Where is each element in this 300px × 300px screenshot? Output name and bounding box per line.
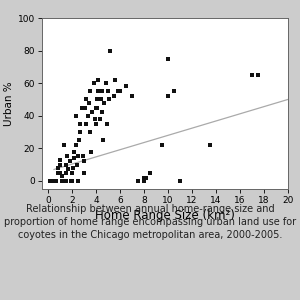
Point <box>49 178 54 183</box>
Point <box>64 170 68 175</box>
Point <box>142 175 146 180</box>
Point <box>54 178 59 183</box>
Point <box>71 165 76 170</box>
Point <box>73 142 78 147</box>
Point <box>76 178 80 183</box>
Point <box>124 84 128 89</box>
Point <box>79 105 84 110</box>
X-axis label: Home Range Size (km²): Home Range Size (km²) <box>95 209 235 222</box>
Point <box>94 122 98 126</box>
Point <box>92 117 97 122</box>
Point <box>103 81 108 85</box>
Point <box>98 97 103 102</box>
Point <box>96 89 101 94</box>
Point <box>166 94 170 99</box>
Point <box>90 110 95 115</box>
Point <box>256 73 260 77</box>
Point <box>100 110 104 115</box>
Point <box>55 170 60 175</box>
Point <box>58 162 62 167</box>
Point <box>77 138 82 142</box>
Point <box>86 100 91 105</box>
Point <box>88 89 92 94</box>
Point <box>142 178 146 183</box>
Point <box>118 89 122 94</box>
Point <box>97 117 102 122</box>
Point <box>91 81 96 85</box>
Point <box>100 89 104 94</box>
Point <box>96 77 101 82</box>
Point <box>78 130 83 134</box>
Point <box>78 122 83 126</box>
Point <box>172 89 176 94</box>
Point <box>104 122 109 126</box>
Point <box>88 130 92 134</box>
Point <box>70 178 74 183</box>
Point <box>85 113 90 118</box>
Point <box>95 97 100 102</box>
Point <box>55 165 60 170</box>
Point <box>73 113 78 118</box>
Point <box>84 122 89 126</box>
Point <box>136 178 140 183</box>
Point <box>82 159 86 164</box>
Point <box>74 162 79 167</box>
Point <box>67 159 72 164</box>
Point <box>60 174 65 178</box>
Point <box>61 142 66 147</box>
Point <box>106 89 110 94</box>
Point <box>101 138 106 142</box>
Point <box>94 105 98 110</box>
Point <box>76 154 80 159</box>
Point <box>72 156 77 161</box>
Point <box>64 178 68 183</box>
Point <box>112 94 116 99</box>
Point <box>64 162 68 167</box>
Point <box>66 167 71 172</box>
Point <box>52 178 56 183</box>
Point <box>130 94 134 99</box>
Point <box>115 89 120 94</box>
Text: Relationship between annual home-range size and
proportion of home range encompa: Relationship between annual home-range s… <box>4 204 296 240</box>
Point <box>65 154 70 159</box>
Y-axis label: Urban %: Urban % <box>4 81 14 126</box>
Point <box>89 149 94 154</box>
Point <box>102 100 107 105</box>
Point <box>166 56 170 61</box>
Point <box>80 154 85 159</box>
Point <box>70 170 74 175</box>
Point <box>144 175 149 180</box>
Point <box>250 73 254 77</box>
Point <box>58 170 62 175</box>
Point <box>72 149 77 154</box>
Point <box>95 105 100 110</box>
Point <box>148 170 152 175</box>
Point <box>160 142 164 147</box>
Point <box>84 97 89 102</box>
Point <box>82 170 86 175</box>
Point <box>107 97 112 102</box>
Point <box>108 48 113 53</box>
Point <box>58 157 62 162</box>
Point <box>48 178 53 183</box>
Point <box>178 178 182 183</box>
Point <box>83 105 88 110</box>
Point <box>208 142 212 147</box>
Point <box>60 178 65 183</box>
Point <box>68 178 73 183</box>
Point <box>113 77 118 82</box>
